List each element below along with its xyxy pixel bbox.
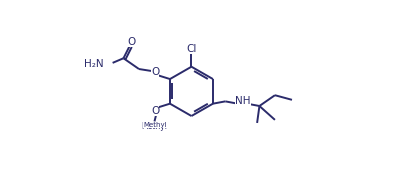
Text: H₂N: H₂N — [84, 59, 103, 69]
Text: NH: NH — [235, 96, 251, 106]
Text: O: O — [151, 67, 159, 77]
Text: O: O — [127, 37, 135, 47]
Text: O: O — [151, 106, 159, 116]
Text: Methyl: Methyl — [141, 122, 168, 131]
Text: Cl: Cl — [186, 44, 197, 54]
Text: Methyl: Methyl — [143, 122, 167, 128]
